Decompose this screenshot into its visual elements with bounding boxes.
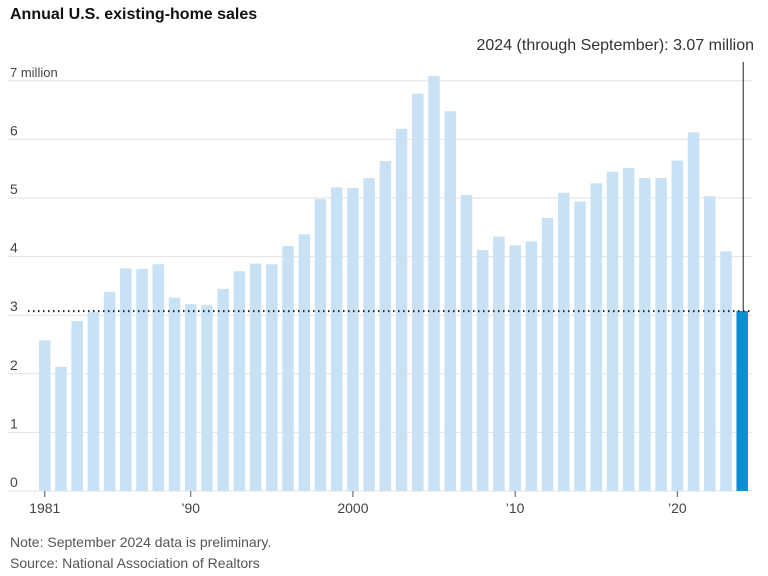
bar-chart: 0 1 2 3 4 5 6 7 million 1981 ’90 2000 ’10 ’20 2024 … [8,37,755,516]
bar [217,288,229,491]
bar [493,236,505,491]
y-tick-label: 2 [10,357,18,373]
chart-title: Annual U.S. existing-home sales [10,6,258,23]
bar [509,245,521,491]
bar [282,246,294,491]
source-note: Source: National Association of Realtors [10,555,260,571]
bar [574,201,586,492]
x-tick-label: ’90 [181,500,200,516]
bar [558,192,570,491]
x-tick-label: 2000 [337,500,368,516]
bar [87,312,100,491]
y-tick-label: 1 [10,415,18,431]
bar [639,178,651,492]
bar [201,305,213,491]
bar [363,178,375,492]
bar [460,195,473,491]
bar [655,178,667,492]
y-tick-label: 5 [10,181,18,197]
bar [525,241,538,491]
x-tick-label: ’20 [668,500,687,516]
bar [330,187,343,491]
bar [606,171,619,491]
bar [347,188,359,491]
footnote: Note: September 2024 data is preliminary… [10,534,272,550]
bar [412,93,424,491]
y-tick-label: 6 [10,122,18,138]
bars-layer [39,76,748,492]
bar [39,340,51,491]
bar [720,251,732,491]
bar [249,263,262,491]
bar [55,366,67,491]
annotation-label: 2024 (through September): 3.07 million [477,37,755,54]
bar [395,128,408,492]
bar [233,271,246,491]
y-tick-label: 3 [10,298,18,314]
x-tick-label: 1981 [29,500,60,516]
bar [671,160,684,491]
x-axis: 1981 ’90 2000 ’10 ’20 [29,491,687,516]
y-tick-label: 7 million [10,65,58,80]
bar [476,250,489,491]
x-tick-label: ’10 [506,500,525,516]
bar [590,183,602,491]
bar [379,161,392,491]
bar [314,199,327,491]
bar [136,268,148,491]
bar [120,268,132,491]
bar [541,217,554,491]
bar [168,297,181,491]
y-tick-label: 4 [10,240,18,256]
bar [622,168,635,491]
y-tick-label: 0 [10,474,18,490]
bar [184,304,197,491]
bar [71,321,83,491]
bar [152,264,165,491]
bar [266,264,278,491]
bar [704,196,716,491]
reference-layer [28,62,752,313]
bar-highlight [736,311,748,491]
bar [444,111,456,491]
bar [428,76,440,491]
bar [298,234,311,491]
bar [103,291,116,491]
